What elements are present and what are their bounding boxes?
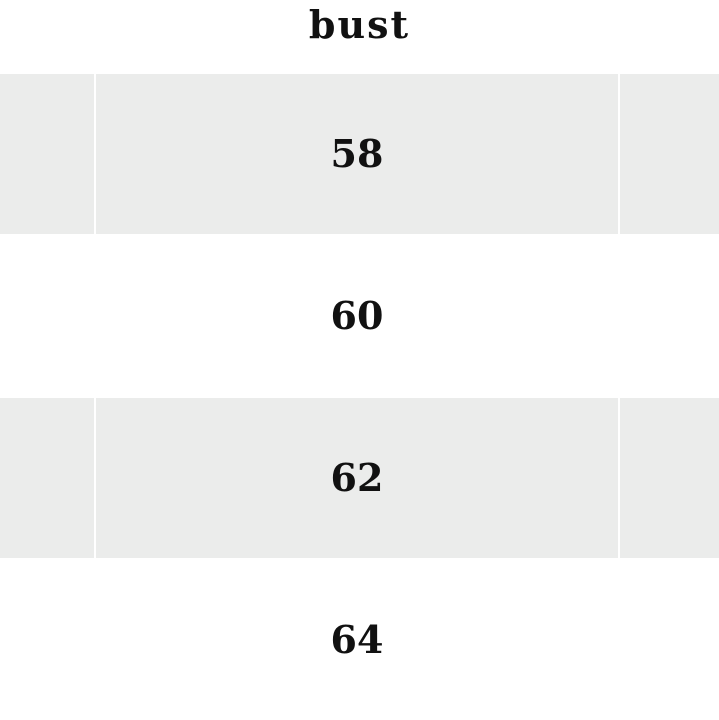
table-row: 64: [0, 560, 719, 720]
table-cell-bust: 58: [330, 131, 384, 176]
table-cell-bust: 62: [330, 455, 384, 500]
table-row: 62: [0, 398, 719, 558]
table-cell-bust: 60: [330, 293, 384, 338]
table-row: 60: [0, 236, 719, 396]
table-cell-bust: 64: [330, 617, 384, 662]
table-row: 58: [0, 74, 719, 234]
column-header-bust: bust: [308, 2, 411, 47]
